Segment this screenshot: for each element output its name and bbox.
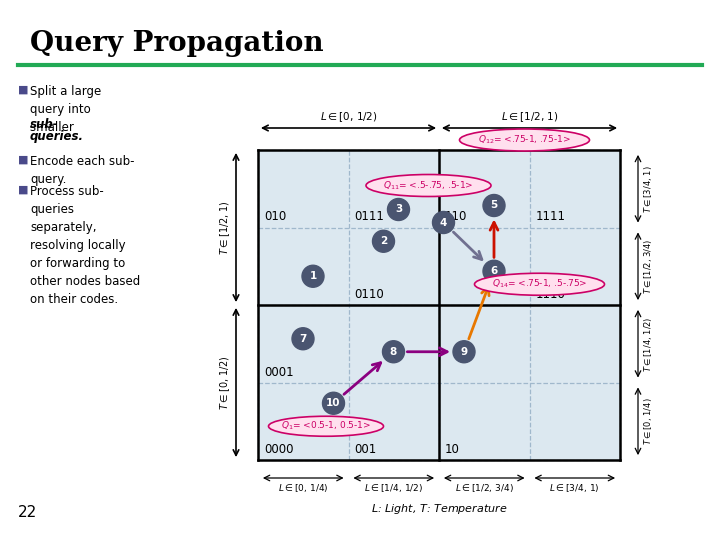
Text: Encode each sub-
query.: Encode each sub- query. xyxy=(30,155,135,186)
Text: 0110: 0110 xyxy=(354,288,384,301)
Text: 0111: 0111 xyxy=(354,211,384,224)
Text: 9: 9 xyxy=(460,347,467,357)
Text: $T$$\in$[3/4, 1): $T$$\in$[3/4, 1) xyxy=(642,165,654,213)
Text: 10: 10 xyxy=(326,399,341,408)
Text: $Q_1$= <0.5-1, 0.5-1>: $Q_1$= <0.5-1, 0.5-1> xyxy=(281,420,371,433)
Text: $L$$\in$[0, 1/2): $L$$\in$[0, 1/2) xyxy=(320,110,377,124)
Circle shape xyxy=(382,341,405,363)
Circle shape xyxy=(433,212,454,233)
Circle shape xyxy=(483,260,505,282)
Text: 0001: 0001 xyxy=(264,366,294,379)
Text: $T$$\in$[1/2, 3/4): $T$$\in$[1/2, 3/4) xyxy=(642,239,654,294)
Text: $Q_{11}$= <.5-.75, .5-1>: $Q_{11}$= <.5-.75, .5-1> xyxy=(383,179,474,192)
Circle shape xyxy=(292,328,314,350)
Text: ■: ■ xyxy=(18,155,29,165)
Ellipse shape xyxy=(366,174,491,197)
Circle shape xyxy=(483,194,505,217)
Text: 2: 2 xyxy=(380,237,387,246)
Text: 001: 001 xyxy=(354,443,377,456)
Text: 8: 8 xyxy=(390,347,397,357)
Text: $L$$\in$[1/2, 1): $L$$\in$[1/2, 1) xyxy=(500,110,558,124)
Text: $L$$\in$[1/4, 1/2): $L$$\in$[1/4, 1/2) xyxy=(364,482,423,494)
Text: 010: 010 xyxy=(264,211,287,224)
Text: $L$$\in$[3/4, 1): $L$$\in$[3/4, 1) xyxy=(549,482,600,494)
Bar xyxy=(258,150,620,460)
Text: $T$$\in$[0, 1/2): $T$$\in$[0, 1/2) xyxy=(218,355,232,410)
Text: 10: 10 xyxy=(445,443,460,456)
Text: $L$: Light, $T$: Temperature: $L$: Light, $T$: Temperature xyxy=(371,502,508,516)
Text: 5: 5 xyxy=(490,200,498,211)
Text: sub-: sub- xyxy=(30,118,58,131)
Text: Split a large
query into
smaller: Split a large query into smaller xyxy=(30,85,102,134)
Text: 4: 4 xyxy=(440,218,447,227)
Text: $L$$\in$[1/2, 3/4): $L$$\in$[1/2, 3/4) xyxy=(455,482,513,494)
Text: 110: 110 xyxy=(445,211,467,224)
Text: $T$$\in$[1/2, 1): $T$$\in$[1/2, 1) xyxy=(218,200,232,255)
Text: $Q_{14}$= <.75-1, .5-.75>: $Q_{14}$= <.75-1, .5-.75> xyxy=(492,278,588,291)
Text: ■: ■ xyxy=(18,85,29,95)
Text: 1110: 1110 xyxy=(536,288,565,301)
Text: queries.: queries. xyxy=(30,130,84,143)
Circle shape xyxy=(323,392,344,414)
Text: $T$$\in$[1/4, 1/2): $T$$\in$[1/4, 1/2) xyxy=(642,316,654,372)
Text: 3: 3 xyxy=(395,205,402,214)
Text: 1111: 1111 xyxy=(536,211,565,224)
Circle shape xyxy=(387,199,410,220)
Text: 0000: 0000 xyxy=(264,443,294,456)
Ellipse shape xyxy=(474,273,605,295)
Text: 7: 7 xyxy=(300,334,307,344)
Text: 22: 22 xyxy=(18,505,37,520)
Circle shape xyxy=(372,230,395,252)
Text: Process sub-
queries
separately,
resolving locally
or forwarding to
other nodes : Process sub- queries separately, resolvi… xyxy=(30,185,140,306)
Circle shape xyxy=(302,265,324,287)
Text: ■: ■ xyxy=(18,185,29,195)
Circle shape xyxy=(453,341,475,363)
Text: 6: 6 xyxy=(490,266,498,276)
Text: 1: 1 xyxy=(310,271,317,281)
Text: $T$$\in$[0, 1/4): $T$$\in$[0, 1/4) xyxy=(642,397,654,445)
Text: $L$$\in$[0, 1/4): $L$$\in$[0, 1/4) xyxy=(278,482,328,494)
Text: Query Propagation: Query Propagation xyxy=(30,30,323,57)
Text: $Q_{12}$= <.75-1, .75-1>: $Q_{12}$= <.75-1, .75-1> xyxy=(478,134,571,146)
Ellipse shape xyxy=(269,416,384,436)
Ellipse shape xyxy=(459,129,590,151)
